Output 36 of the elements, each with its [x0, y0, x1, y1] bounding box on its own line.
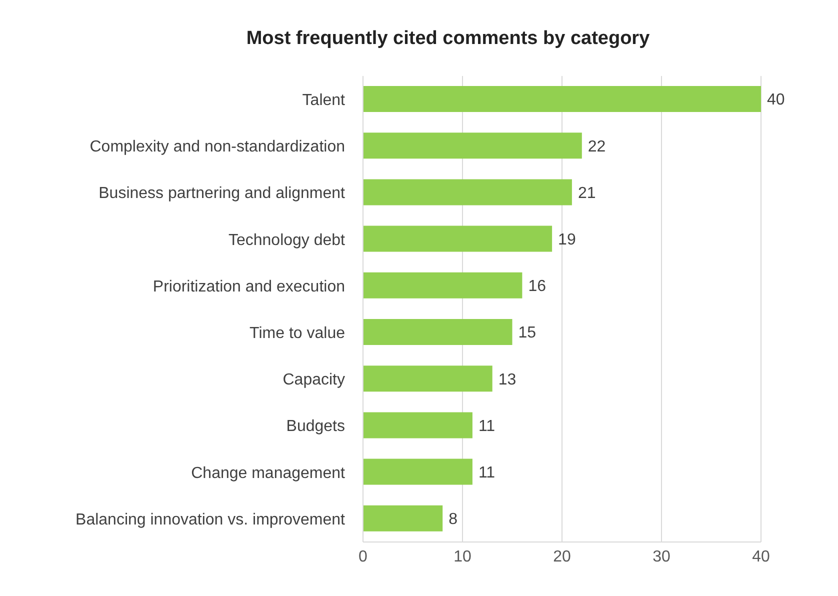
- bar: [363, 412, 472, 438]
- y-tick-label: Prioritization and execution: [152, 278, 345, 296]
- x-tick-label: 10: [454, 548, 472, 566]
- bar: [363, 505, 443, 532]
- bar: [363, 272, 522, 298]
- y-tick-label: Capacity: [282, 372, 345, 389]
- bar: [363, 179, 572, 206]
- bar: [363, 458, 472, 485]
- y-tick-label: Change management: [191, 464, 346, 482]
- data-label: 11: [478, 464, 496, 482]
- y-tick-label: Technology debt: [228, 232, 346, 249]
- chart-title: Most frequently cited comments by category: [245, 27, 651, 51]
- y-tick-label: Talent: [302, 92, 346, 109]
- y-tick-label: Time to value: [250, 324, 346, 342]
- data-label: 16: [528, 278, 546, 296]
- data-label: 21: [578, 184, 596, 202]
- data-label: 11: [478, 418, 496, 435]
- data-label: 13: [498, 371, 516, 388]
- bar: [363, 226, 552, 252]
- data-label: 8: [448, 511, 458, 528]
- data-label: 19: [558, 231, 576, 248]
- y-tick-label: Business partnering and alignment: [98, 185, 346, 202]
- y-tick-label: Complexity and non-standardization: [90, 138, 345, 156]
- bar: [363, 132, 582, 159]
- bar: [363, 319, 512, 345]
- bar: [363, 86, 761, 112]
- x-tick-label: 0: [358, 548, 368, 566]
- data-label: 15: [518, 324, 536, 342]
- x-tick-label: 40: [752, 548, 770, 566]
- data-label: 40: [767, 92, 785, 109]
- x-tick-label: 30: [652, 548, 670, 566]
- bar: [363, 366, 492, 392]
- data-label: 22: [588, 138, 606, 156]
- x-tick-label: 20: [553, 548, 571, 566]
- y-tick-label: Budgets: [286, 418, 345, 436]
- y-tick-label: Balancing innovation vs. improvement: [76, 511, 346, 528]
